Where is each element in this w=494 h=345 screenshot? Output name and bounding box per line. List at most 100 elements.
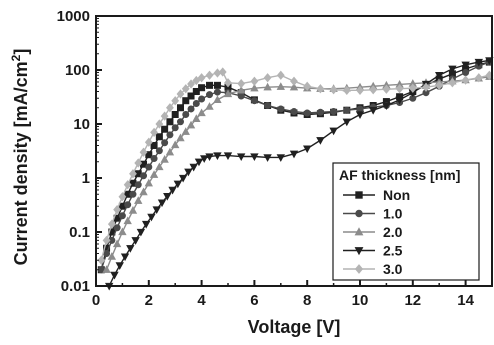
data-point bbox=[139, 147, 148, 157]
data-point bbox=[157, 199, 167, 208]
data-point bbox=[155, 162, 164, 171]
data-point bbox=[171, 110, 179, 118]
data-point bbox=[144, 137, 153, 147]
data-point bbox=[129, 190, 137, 198]
data-point bbox=[102, 265, 111, 273]
data-point bbox=[182, 97, 190, 105]
data-point bbox=[161, 139, 169, 147]
data-point bbox=[136, 228, 146, 237]
data-point bbox=[330, 108, 338, 116]
x-tick-label: 0 bbox=[92, 292, 100, 309]
data-point bbox=[276, 82, 285, 90]
data-point bbox=[263, 82, 272, 91]
data-point bbox=[237, 153, 246, 161]
data-point bbox=[147, 213, 156, 222]
data-point bbox=[448, 78, 457, 88]
data-point bbox=[131, 237, 140, 245]
data-point bbox=[316, 137, 325, 145]
y-tick-label: 10 bbox=[73, 116, 90, 133]
legend-title: AF thickness [nm] bbox=[339, 167, 460, 183]
data-point bbox=[290, 76, 298, 86]
legend-box bbox=[332, 162, 480, 281]
data-point bbox=[263, 73, 272, 83]
data-point bbox=[149, 170, 159, 178]
y-tick-label: 1000 bbox=[57, 8, 90, 25]
y-axis-title-end: ] bbox=[11, 49, 31, 55]
data-point bbox=[206, 91, 214, 99]
x-tick-label: 4 bbox=[197, 292, 206, 309]
data-point bbox=[181, 84, 190, 94]
data-point bbox=[168, 186, 177, 195]
data-point bbox=[355, 111, 365, 119]
data-point bbox=[369, 107, 378, 115]
data-point bbox=[200, 155, 209, 163]
data-point bbox=[316, 84, 325, 94]
data-point bbox=[118, 227, 127, 236]
data-point bbox=[129, 169, 137, 179]
data-point bbox=[152, 206, 161, 215]
data-point bbox=[145, 151, 153, 159]
data-point bbox=[176, 133, 185, 142]
legend-label: Non bbox=[383, 187, 410, 203]
legend-marker bbox=[355, 209, 363, 218]
data-point bbox=[189, 163, 198, 172]
data-point bbox=[192, 87, 200, 95]
data-point bbox=[107, 252, 117, 260]
data-point bbox=[263, 154, 272, 162]
data-point bbox=[197, 108, 206, 117]
data-point bbox=[223, 89, 233, 98]
legend-marker bbox=[354, 227, 364, 236]
data-point bbox=[329, 127, 338, 136]
data-point bbox=[205, 70, 214, 80]
data-point bbox=[237, 85, 246, 94]
data-point bbox=[166, 118, 174, 126]
data-point bbox=[118, 212, 126, 220]
data-point bbox=[161, 125, 169, 133]
data-point bbox=[395, 96, 404, 105]
data-point bbox=[115, 262, 124, 270]
data-point bbox=[250, 97, 258, 105]
data-point bbox=[250, 153, 259, 161]
data-point bbox=[205, 153, 214, 161]
data-point bbox=[435, 80, 444, 90]
data-point bbox=[213, 95, 222, 104]
data-point bbox=[150, 141, 158, 149]
data-point bbox=[113, 204, 122, 215]
data-point bbox=[276, 70, 285, 80]
data-point bbox=[124, 201, 132, 209]
plot-area-frame bbox=[95, 15, 493, 287]
data-point bbox=[382, 102, 391, 110]
data-point bbox=[250, 76, 259, 86]
data-point bbox=[213, 81, 221, 89]
data-point bbox=[187, 92, 195, 100]
data-point bbox=[213, 152, 222, 161]
data-point bbox=[134, 158, 143, 168]
data-point bbox=[145, 163, 153, 171]
data-point bbox=[316, 108, 324, 116]
x-tick-label: 2 bbox=[145, 292, 153, 309]
data-point bbox=[395, 84, 404, 94]
data-point bbox=[435, 72, 444, 80]
y-tick-label: 1 bbox=[82, 170, 90, 187]
data-point bbox=[155, 147, 163, 155]
data-point bbox=[369, 85, 378, 95]
data-point bbox=[264, 102, 272, 110]
y-axis-title: Current density [mA/cm2] bbox=[9, 49, 31, 266]
data-point bbox=[187, 105, 195, 113]
data-point bbox=[218, 67, 227, 77]
data-point bbox=[223, 152, 233, 161]
data-point bbox=[171, 124, 179, 132]
y-axis-title-main: Current density [mA/cm bbox=[11, 61, 31, 265]
data-point bbox=[171, 140, 180, 149]
data-point bbox=[120, 253, 130, 262]
x-tick-label: 14 bbox=[457, 292, 474, 309]
data-point bbox=[182, 110, 190, 118]
data-point bbox=[155, 119, 164, 129]
data-point bbox=[166, 103, 174, 113]
data-point bbox=[144, 178, 153, 187]
data-point bbox=[171, 96, 180, 106]
data-point bbox=[166, 131, 174, 139]
y-tick-label: 0.01 bbox=[61, 278, 90, 295]
x-axis-title: Voltage [V] bbox=[248, 317, 341, 337]
